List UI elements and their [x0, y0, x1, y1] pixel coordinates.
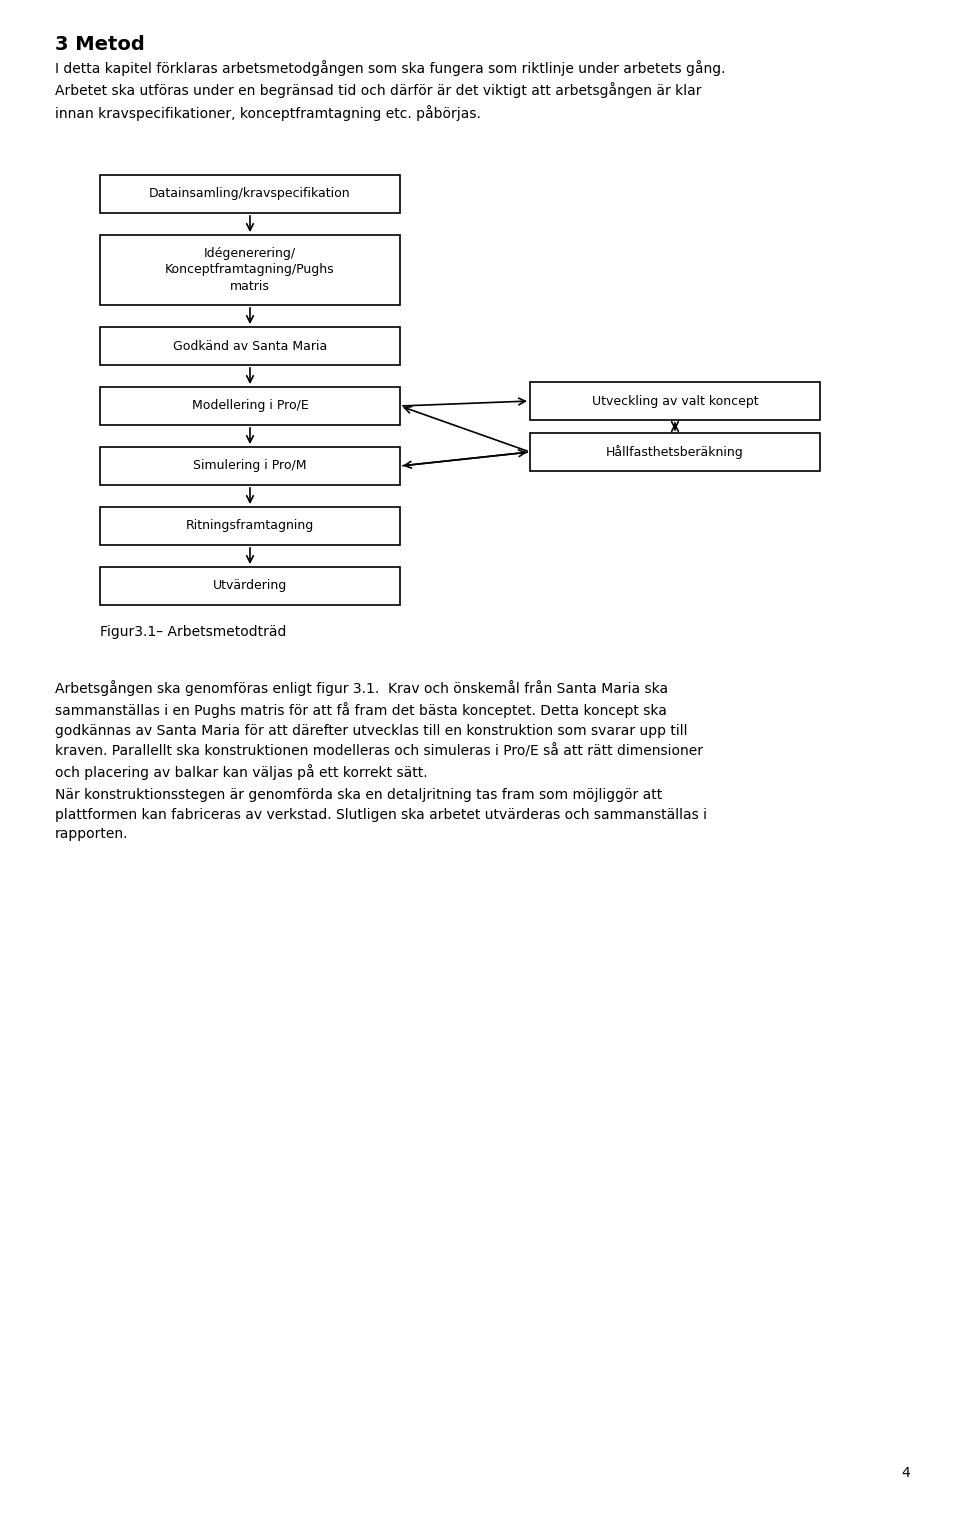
Text: Godkänd av Santa Maria: Godkänd av Santa Maria — [173, 339, 327, 353]
Text: Arbetsgången ska genomföras enligt figur 3.1.  Krav och önskemål från Santa Mari: Arbetsgången ska genomföras enligt figur… — [55, 680, 703, 780]
Bar — [100, 386, 400, 426]
Bar — [100, 327, 400, 365]
Bar — [100, 567, 400, 604]
Text: 3 Metod: 3 Metod — [55, 35, 145, 55]
Text: Datainsamling/kravspecifikation: Datainsamling/kravspecifikation — [149, 188, 350, 200]
Bar — [100, 508, 400, 545]
Bar — [530, 382, 820, 420]
Text: Utvärdering: Utvärdering — [213, 580, 287, 592]
Bar — [100, 176, 400, 214]
Bar — [100, 447, 400, 485]
Text: I detta kapitel förklaras arbetsmetodgången som ska fungera som riktlinje under : I detta kapitel förklaras arbetsmetodgån… — [55, 61, 726, 121]
Text: Ritningsframtagning: Ritningsframtagning — [186, 520, 314, 532]
Text: Idégenerering/
Konceptframtagning/Pughs
matris: Idégenerering/ Konceptframtagning/Pughs … — [165, 247, 335, 292]
Text: Simulering i Pro/M: Simulering i Pro/M — [193, 459, 307, 473]
Text: Utveckling av valt koncept: Utveckling av valt koncept — [591, 394, 758, 408]
Text: Figur3.1– Arbetsmetodträd: Figur3.1– Arbetsmetodträd — [100, 626, 286, 639]
Text: Hållfasthetsberäkning: Hållfasthetsberäkning — [606, 445, 744, 459]
Text: 4: 4 — [901, 1467, 910, 1480]
Text: Modellering i Pro/E: Modellering i Pro/E — [192, 400, 308, 412]
Bar — [530, 433, 820, 471]
Text: När konstruktionsstegen är genomförda ska en detaljritning tas fram som möjliggö: När konstruktionsstegen är genomförda sk… — [55, 788, 707, 841]
Bar — [100, 235, 400, 305]
